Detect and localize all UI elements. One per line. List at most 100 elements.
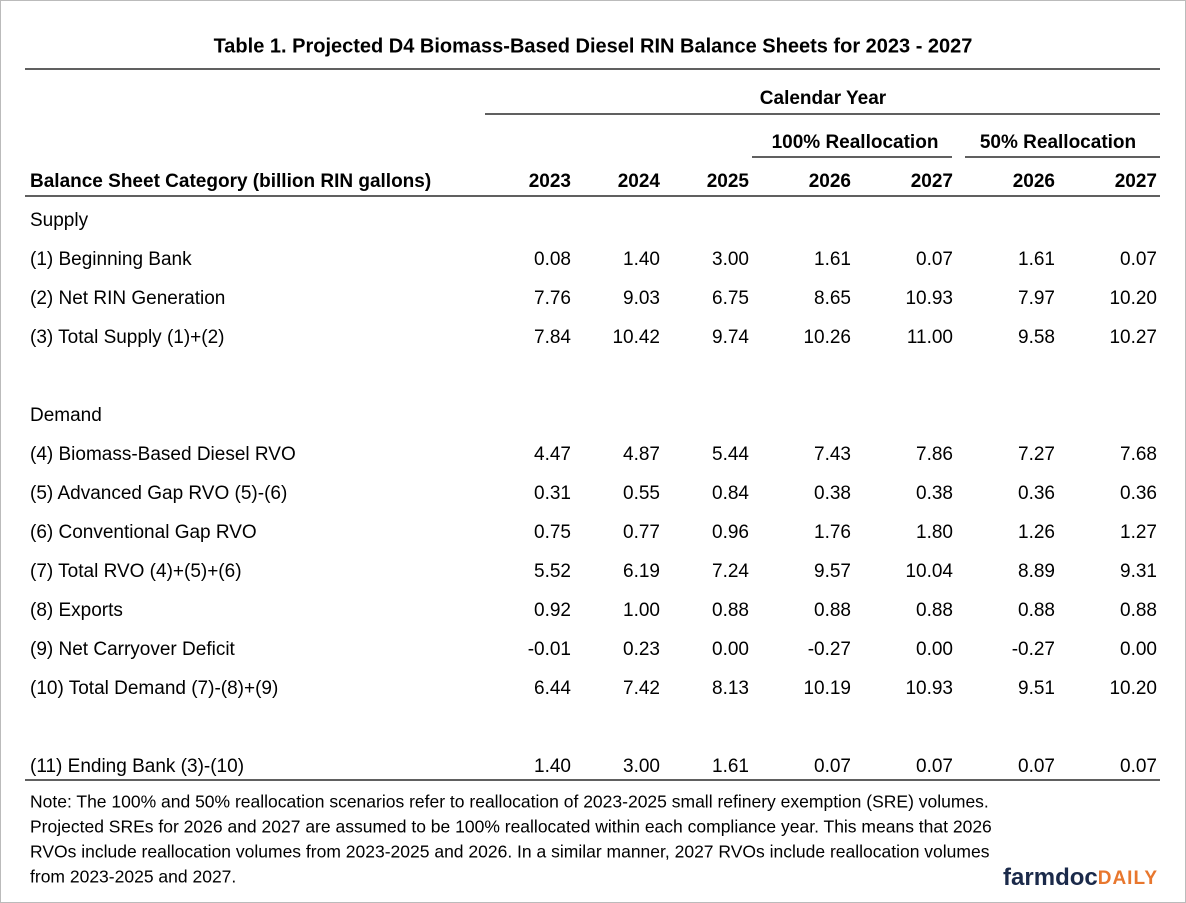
cell: 1.76 (814, 522, 851, 543)
note-line: from 2023-2025 and 2027. (30, 867, 236, 887)
cell: 7.27 (1018, 444, 1055, 465)
cell: 0.07 (1018, 756, 1055, 777)
cell: 10.93 (905, 678, 953, 699)
cell: 0.84 (712, 483, 749, 504)
subgroup-header: 100% Reallocation (772, 132, 939, 153)
logo-accent: DAILY (1098, 868, 1158, 889)
cell: -0.01 (528, 639, 571, 660)
group-header: Calendar Year (760, 88, 887, 109)
cell: 9.74 (712, 327, 749, 348)
subgroup-header: 50% Reallocation (980, 132, 1136, 153)
row-label: (1) Beginning Bank (30, 249, 192, 270)
category-header: Balance Sheet Category (billion RIN gall… (30, 171, 431, 192)
cell: 10.04 (905, 561, 953, 582)
cell: 10.19 (803, 678, 851, 699)
cell: 1.40 (534, 756, 571, 777)
title: Table 1. Projected D4 Biomass-Based Dies… (214, 35, 973, 57)
cell: 10.93 (905, 288, 953, 309)
row-label: (4) Biomass-Based Diesel RVO (30, 444, 296, 465)
cell: 0.96 (712, 522, 749, 543)
cell: 10.27 (1109, 327, 1157, 348)
section-title: Supply (30, 210, 89, 231)
cell: 5.52 (534, 561, 571, 582)
cell: 0.88 (1120, 600, 1157, 621)
year-header: 2023 (529, 171, 571, 192)
row-label: (6) Conventional Gap RVO (30, 522, 257, 543)
row-label: (10) Total Demand (7)-(8)+(9) (30, 678, 278, 699)
cell: 1.61 (712, 756, 749, 777)
cell: 9.51 (1018, 678, 1055, 699)
section-title: Demand (30, 405, 102, 426)
cell: 9.58 (1018, 327, 1055, 348)
cell: 0.00 (712, 639, 749, 660)
cell: 10.26 (803, 327, 851, 348)
cell: 10.20 (1109, 288, 1157, 309)
cell: 1.00 (623, 600, 660, 621)
cell: 1.61 (814, 249, 851, 270)
note-line: Projected SREs for 2026 and 2027 are ass… (30, 817, 992, 837)
cell: 0.88 (814, 600, 851, 621)
cell: 0.38 (814, 483, 851, 504)
row-label: (8) Exports (30, 600, 123, 621)
row-label: (9) Net Carryover Deficit (30, 639, 236, 660)
cell: 10.20 (1109, 678, 1157, 699)
cell: 0.36 (1120, 483, 1157, 504)
cell: 0.77 (623, 522, 660, 543)
cell: 1.61 (1018, 249, 1055, 270)
cell: 7.42 (623, 678, 660, 699)
cell: 0.55 (623, 483, 660, 504)
cell: 0.88 (1018, 600, 1055, 621)
cell: 0.00 (1120, 639, 1157, 660)
cell: 0.00 (916, 639, 953, 660)
cell: 7.86 (916, 444, 953, 465)
cell: 9.03 (623, 288, 660, 309)
cell: -0.27 (1012, 639, 1055, 660)
cell: 10.42 (612, 327, 660, 348)
cell: 3.00 (623, 756, 660, 777)
logo-main: farmdoc (1003, 864, 1098, 891)
year-header: 2027 (1115, 171, 1157, 192)
year-header: 2026 (809, 171, 851, 192)
cell: 0.08 (534, 249, 571, 270)
cell: 5.44 (712, 444, 749, 465)
cell: 0.88 (916, 600, 953, 621)
note-line: Note: The 100% and 50% reallocation scen… (30, 792, 989, 812)
cell: 0.88 (712, 600, 749, 621)
row-label: (3) Total Supply (1)+(2) (30, 327, 224, 348)
cell: 7.68 (1120, 444, 1157, 465)
note-line: RVOs include reallocation volumes from 2… (30, 842, 990, 862)
cell: 1.80 (916, 522, 953, 543)
cell: 9.57 (814, 561, 851, 582)
cell: 7.24 (712, 561, 749, 582)
cell: 1.26 (1018, 522, 1055, 543)
logo: farmdocDAILY (1003, 864, 1158, 891)
cell: 11.00 (907, 327, 953, 348)
row-label: (5) Advanced Gap RVO (5)-(6) (30, 483, 287, 504)
year-header: 2026 (1013, 171, 1055, 192)
cell: 8.65 (814, 288, 851, 309)
cell: 7.97 (1018, 288, 1055, 309)
cell: 6.75 (712, 288, 749, 309)
cell: 1.40 (623, 249, 660, 270)
cell: 9.31 (1120, 561, 1157, 582)
row-label: (7) Total RVO (4)+(5)+(6) (30, 561, 242, 582)
cell: 6.44 (534, 678, 571, 699)
cell: 0.07 (1120, 756, 1157, 777)
cell: 1.27 (1120, 522, 1157, 543)
cell: 7.76 (534, 288, 571, 309)
year-header: 2027 (911, 171, 953, 192)
row-label: (11) Ending Bank (3)-(10) (30, 756, 244, 777)
cell: 0.92 (534, 600, 571, 621)
cell: 0.23 (623, 639, 660, 660)
cell: 0.07 (916, 249, 953, 270)
cell: 0.07 (814, 756, 851, 777)
cell: 7.84 (534, 327, 571, 348)
cell: 4.47 (534, 444, 571, 465)
cell: 7.43 (814, 444, 851, 465)
year-header: 2024 (618, 171, 661, 192)
cell: 6.19 (623, 561, 660, 582)
year-header: 2025 (707, 171, 750, 192)
cell: 0.38 (916, 483, 953, 504)
